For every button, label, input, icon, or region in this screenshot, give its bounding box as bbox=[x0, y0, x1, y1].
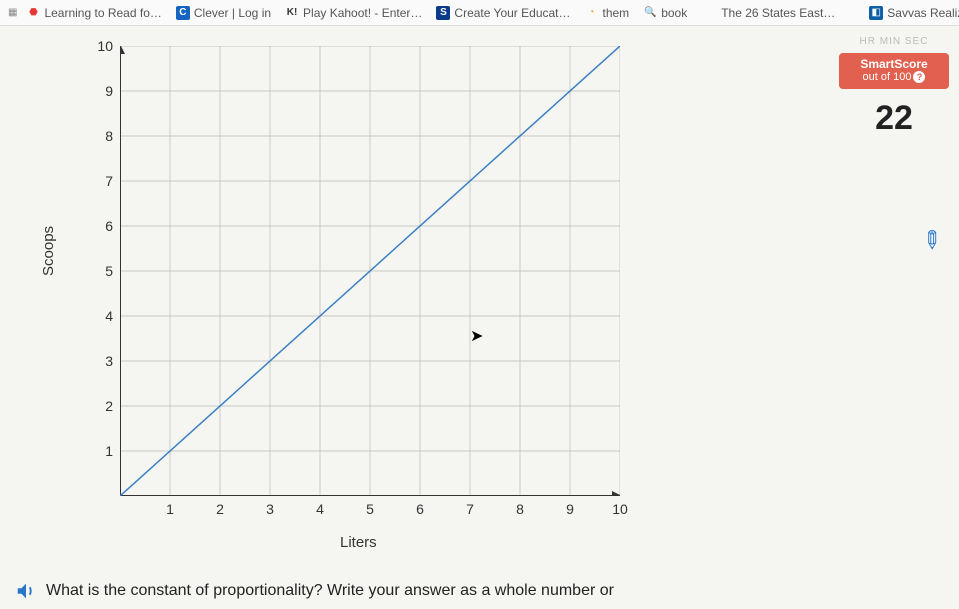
y-tick-label: 1 bbox=[95, 443, 113, 459]
book-icon: 🔍 bbox=[643, 6, 657, 20]
x-tick-label: 7 bbox=[460, 501, 480, 517]
kahoot-icon: K! bbox=[285, 6, 299, 20]
timer-labels: HR MIN SEC bbox=[839, 36, 949, 47]
x-tick-label: 4 bbox=[310, 501, 330, 517]
bm-kahoot[interactable]: K! Play Kahoot! - Enter… bbox=[281, 4, 426, 22]
bm-label: book bbox=[661, 6, 687, 20]
x-tick-label: 9 bbox=[560, 501, 580, 517]
audio-play-icon[interactable] bbox=[14, 579, 38, 603]
x-axis-label: Liters bbox=[340, 534, 377, 551]
bm-book[interactable]: 🔍 book bbox=[639, 4, 691, 22]
x-tick-label: 10 bbox=[610, 501, 630, 517]
y-tick-label: 4 bbox=[95, 308, 113, 324]
x-tick-label: 1 bbox=[160, 501, 180, 517]
y-tick-label: 5 bbox=[95, 263, 113, 279]
y-tick-label: 9 bbox=[95, 83, 113, 99]
help-icon[interactable]: ? bbox=[913, 71, 925, 83]
smartscore-subtitle: out of 100? bbox=[845, 71, 943, 84]
bm-26-states[interactable]: The 26 States East… bbox=[717, 4, 839, 22]
score-panel: HR MIN SEC SmartScore out of 100? 22 bbox=[839, 36, 949, 138]
x-tick-label: 3 bbox=[260, 501, 280, 517]
learning-read-icon: ⬣ bbox=[26, 6, 40, 20]
y-tick-label: 2 bbox=[95, 398, 113, 414]
bm-label: them bbox=[603, 6, 630, 20]
bm-create-educat[interactable]: S Create Your Educat… bbox=[432, 4, 574, 22]
chart-grid: x bbox=[120, 46, 620, 496]
y-tick-label: 3 bbox=[95, 353, 113, 369]
bm-label: Create Your Educat… bbox=[454, 6, 570, 20]
x-tick-label: 8 bbox=[510, 501, 530, 517]
them-icon: ◔ bbox=[585, 6, 599, 20]
bm-label: Savvas Realize bbox=[887, 6, 959, 20]
bm-clever[interactable]: C Clever | Log in bbox=[172, 4, 275, 22]
y-tick-label: 7 bbox=[95, 173, 113, 189]
pencil-tool-icon[interactable]: ✎ bbox=[914, 223, 949, 258]
main-content: Scoops Liters x 12345678910 12345678910 … bbox=[0, 26, 959, 609]
x-tick-label: 2 bbox=[210, 501, 230, 517]
question-row: What is the constant of proportionality?… bbox=[14, 579, 945, 603]
savvas-icon: ◧ bbox=[869, 6, 883, 20]
bm-label: Learning to Read fo… bbox=[44, 6, 161, 20]
bm-label: Play Kahoot! - Enter… bbox=[303, 6, 422, 20]
question-text: What is the constant of proportionality?… bbox=[46, 582, 614, 600]
bm-them[interactable]: ◔ them bbox=[581, 4, 634, 22]
chart-svg: x bbox=[120, 46, 620, 496]
bm-label: The 26 States East… bbox=[721, 6, 835, 20]
y-axis-label: Scoops bbox=[40, 226, 57, 276]
bm-label: Clever | Log in bbox=[194, 6, 271, 20]
smartscore-title: SmartScore bbox=[845, 57, 943, 71]
y-tick-label: 8 bbox=[95, 128, 113, 144]
apps-grid-icon[interactable]: ▦ bbox=[8, 6, 16, 20]
smartscore-box: SmartScore out of 100? bbox=[839, 53, 949, 89]
bm-savvas[interactable]: ◧ Savvas Realize bbox=[865, 4, 959, 22]
y-tick-label: 6 bbox=[95, 218, 113, 234]
x-tick-label: 5 bbox=[360, 501, 380, 517]
y-tick-label: 10 bbox=[95, 38, 113, 54]
chart-area: Scoops Liters x 1 2 3 4 5 6 7 8 9 10 1 2 3 4 5 6 7 8 9 10 bbox=[40, 36, 640, 556]
score-value: 22 bbox=[839, 99, 949, 138]
bm-learning-read[interactable]: ⬣ Learning to Read fo… bbox=[22, 4, 165, 22]
x-tick-label: 6 bbox=[410, 501, 430, 517]
educat-icon: S bbox=[436, 6, 450, 20]
clever-icon: C bbox=[176, 6, 190, 20]
bookmarks-bar: ▦ ⬣ Learning to Read fo… C Clever | Log … bbox=[0, 0, 959, 26]
